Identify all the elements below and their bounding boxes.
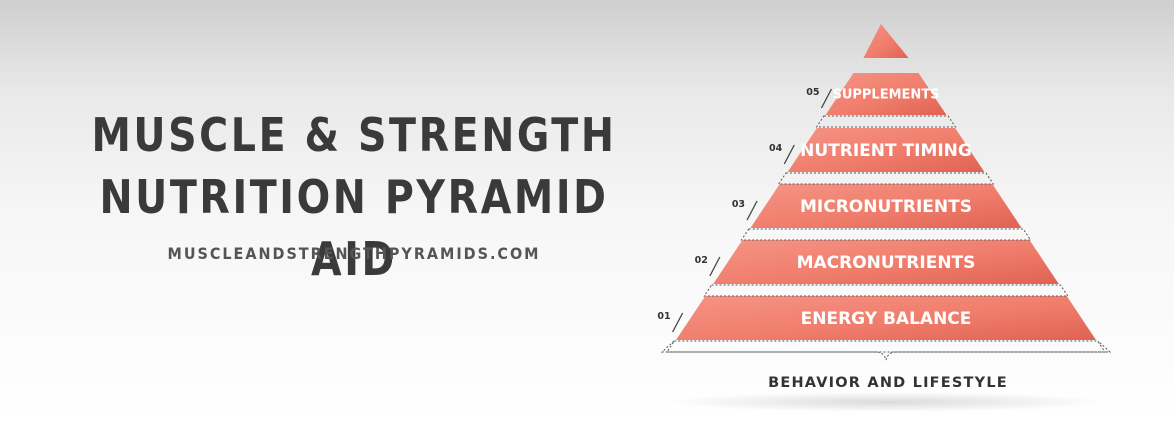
pyramid-tier-5	[825, 73, 947, 115]
tier-3-level-number: 03	[732, 199, 745, 210]
pyramid-ground-shadow	[666, 392, 1106, 412]
tier-5-marker-slash	[820, 88, 833, 109]
tier-5-label: SUPPLEMENTS	[832, 88, 939, 103]
tier-4-label: NUTRIENT TIMING	[800, 141, 972, 161]
tier-5-gap-outline	[815, 115, 957, 128]
tier-4-marker-slash	[783, 144, 795, 165]
pyramid-tier-2	[713, 240, 1059, 284]
tier-3-marker-slash	[746, 200, 758, 221]
tier-1-label: ENERGY BALANCE	[801, 309, 972, 329]
tier-2-gap-outline	[703, 284, 1069, 297]
pyramid-tier-4	[787, 128, 985, 172]
tier-2-label: MACRONUTRIENTS	[797, 253, 976, 273]
title-line-1: MUSCLE & STRENGTH	[91, 108, 617, 162]
tier-1-marker-slash	[672, 312, 684, 333]
pyramid-apex	[863, 24, 909, 58]
base-brace	[660, 340, 1112, 361]
tier-3-gap-outline	[740, 228, 1032, 241]
tier-5-level-number: 05	[806, 87, 819, 98]
tier-1-gap-outline	[666, 340, 1106, 353]
pyramid-tier-3	[750, 184, 1022, 228]
website-url: MUSCLEANDSTRENGTHPYRAMIDS.COM	[167, 244, 541, 263]
tier-4-level-number: 04	[769, 143, 783, 154]
tier-2-level-number: 02	[695, 255, 708, 266]
base-caption-behavior-lifestyle: BEHAVIOR AND LIFESTYLE	[768, 375, 1008, 391]
title-line-2: NUTRITION PYRAMID AID	[99, 170, 609, 286]
page-title: MUSCLE & STRENGTH NUTRITION PYRAMID AID	[84, 104, 624, 290]
tier-1-level-number: 01	[657, 311, 670, 322]
tier-2-marker-slash	[709, 256, 721, 277]
tier-3-label: MICRONUTRIENTS	[800, 197, 972, 217]
pyramid-tier-1	[676, 296, 1096, 340]
tier-4-gap-outline	[777, 172, 995, 185]
